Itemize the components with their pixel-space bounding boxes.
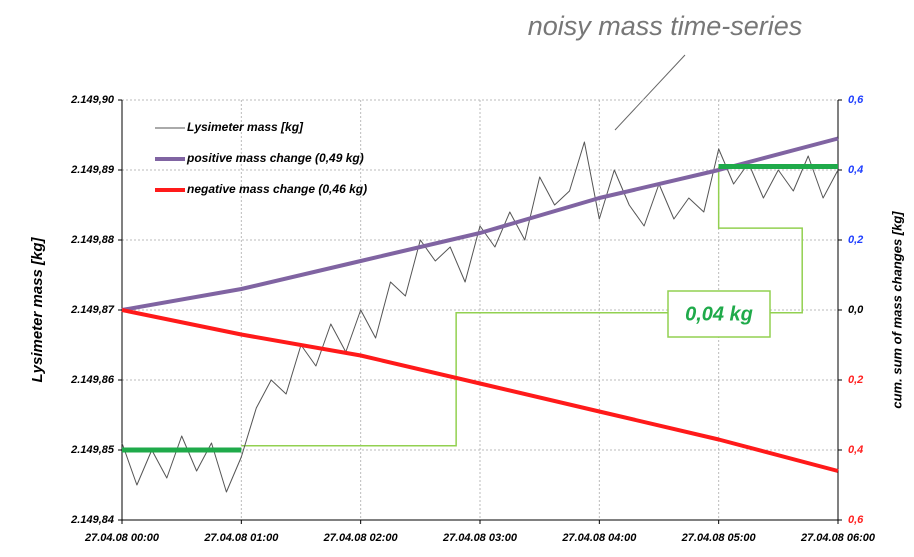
annotation-box-text: 0,04 kg [685, 303, 753, 325]
y2-axis-label: cum. sum of mass changes [kg] [889, 211, 904, 409]
y2-tick-label: 0,2 [848, 234, 863, 246]
y2-tick-label: 0,2 [848, 374, 863, 386]
y-tick-label: 2.149,90 [70, 94, 115, 106]
x-tick-label: 27.04.08 06:00 [800, 532, 876, 544]
x-tick-label: 27.04.08 04:00 [561, 532, 637, 544]
x-tick-label: 27.04.08 03:00 [442, 532, 518, 544]
y-tick-label: 2.149,88 [70, 234, 115, 246]
x-tick-label: 27.04.08 00:00 [84, 532, 160, 544]
y2-tick-label: 0,6 [848, 94, 864, 106]
series-line [121, 136, 839, 312]
x-tick-label: 27.04.08 02:00 [323, 532, 399, 544]
series-line [121, 308, 839, 473]
legend-label: positive mass change (0,49 kg) [186, 151, 364, 165]
y-tick-label: 2.149,84 [70, 514, 114, 526]
y-tick-label: 2.149,89 [70, 164, 115, 176]
legend-label: negative mass change (0,46 kg) [187, 182, 367, 196]
y2-tick-label: 0,4 [848, 444, 863, 456]
legend-label: Lysimeter mass [kg] [187, 120, 304, 134]
y-axis-label: Lysimeter mass [kg] [29, 236, 46, 382]
y2-tick-label: 0,4 [848, 164, 863, 176]
y-tick-label: 2.149,87 [70, 304, 115, 316]
leader-line [614, 54, 686, 131]
annotation-top: noisy mass time-series [528, 11, 803, 41]
y2-tick-label: 0,6 [848, 514, 864, 526]
x-tick-label: 27.04.08 01:00 [203, 532, 279, 544]
y-tick-label: 2.149,85 [70, 444, 115, 456]
annotation-box [667, 290, 771, 338]
threshold-line [241, 166, 803, 447]
y-tick-label: 2.149,86 [70, 374, 115, 386]
series-line [121, 141, 839, 493]
x-tick-label: 27.04.08 05:00 [681, 532, 757, 544]
y2-tick-label: 0,0 [848, 304, 864, 316]
